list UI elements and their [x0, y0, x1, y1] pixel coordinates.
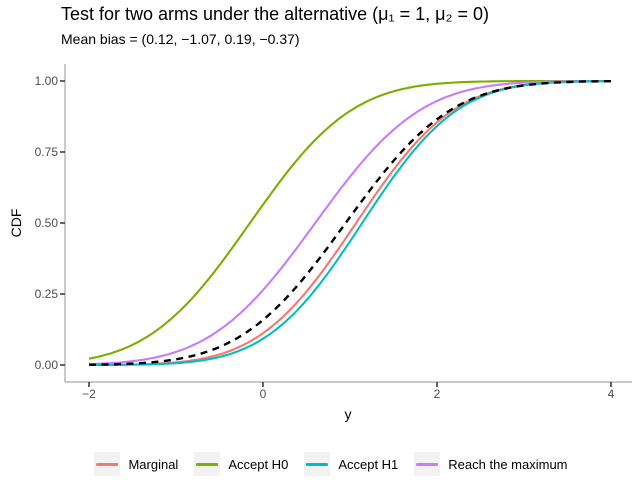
- legend-label: Reach the maximum: [448, 456, 568, 472]
- y-tick-label: 0.25: [34, 287, 58, 301]
- y-tick-label: 0.00: [34, 358, 58, 372]
- legend-key: [94, 452, 121, 476]
- legend-key-line: [306, 462, 329, 466]
- legend-item: Marginal: [94, 452, 178, 476]
- x-tick-label: 2: [433, 387, 441, 401]
- chart-title: Test for two arms under the alternative …: [61, 4, 489, 24]
- legend-item: Reach the maximum: [414, 452, 568, 476]
- curve-reach-maximum: [88, 79, 612, 366]
- chart-subtitle: Mean bias = (0.12, −1.07, 0.19, −0.37): [61, 31, 300, 47]
- curve-accept-h0: [88, 79, 611, 360]
- legend-label: Accept H1: [338, 456, 399, 472]
- legend-key: [304, 452, 331, 476]
- legend-key-line: [416, 462, 439, 466]
- x-tick-label: 0: [259, 387, 267, 401]
- legend-label: Marginal: [128, 456, 179, 472]
- curve-reference-dashed: [89, 80, 611, 366]
- legend-key: [414, 452, 441, 476]
- legend-label: Accept H0: [228, 456, 289, 472]
- curve-accept-h1: [89, 80, 612, 367]
- legend-key-line: [96, 462, 119, 466]
- legend-item: Accept H0: [194, 452, 288, 476]
- legend: Marginal Accept H0 Accept H1 Reach the maxi…: [30, 452, 632, 476]
- x-axis-title: y: [344, 406, 352, 422]
- y-tick-label: 0.50: [34, 216, 58, 230]
- legend-item: Accept H1: [304, 452, 398, 476]
- x-tick-label: 4: [607, 387, 615, 401]
- y-axis-title: CDF: [8, 208, 24, 238]
- legend-key: [194, 452, 221, 476]
- legend-key-line: [196, 462, 219, 466]
- y-tick-label: 1.00: [34, 74, 58, 88]
- y-tick-label: 0.75: [34, 145, 58, 159]
- x-tick-label: −2: [82, 387, 96, 401]
